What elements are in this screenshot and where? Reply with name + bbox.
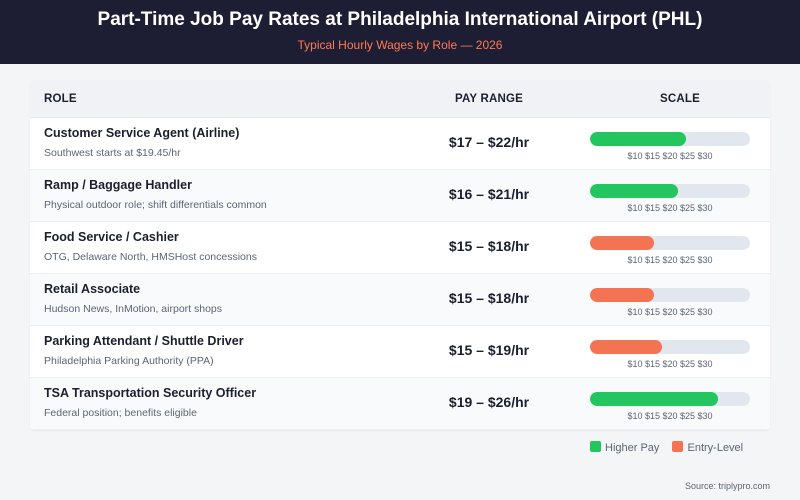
legend: Higher Pay Entry-Level	[590, 441, 753, 454]
scale-bar-track	[590, 184, 750, 198]
scale-bar-fill	[590, 184, 678, 198]
scale-bar-fill	[590, 236, 654, 250]
pay-range: $15 – $19/hr	[448, 342, 530, 358]
scale-bar-track	[590, 132, 750, 146]
legend-label-entry-level: Entry-Level	[687, 442, 744, 454]
legend-item-higher-pay: Higher Pay	[590, 441, 659, 454]
role-note: OTG, Delaware North, HMSHost concessions	[44, 251, 257, 263]
pay-range: $15 – $18/hr	[448, 290, 530, 306]
role-name: TSA Transportation Security Officer	[44, 386, 257, 400]
scale-tick-labels: $10 $15 $20 $25 $30	[627, 307, 713, 317]
scale-bar-track	[590, 392, 750, 406]
table-row: Food Service / Cashier OTG, Delaware Nor…	[30, 222, 770, 274]
table-header: ROLE PAY RANGE SCALE	[30, 80, 770, 118]
role-name: Food Service / Cashier	[44, 230, 179, 244]
page-subtitle: Typical Hourly Wages by Role — 2026	[297, 38, 503, 52]
scale-tick-labels: $10 $15 $20 $25 $30	[627, 411, 713, 421]
role-name: Retail Associate	[44, 282, 141, 296]
scale-bar-fill	[590, 340, 662, 354]
source-credit: Source: triplypro.com	[684, 481, 770, 491]
scale-bar-fill	[590, 288, 654, 302]
page-title: Part-Time Job Pay Rates at Philadelphia …	[97, 9, 703, 30]
legend-item-entry-level: Entry-Level	[672, 441, 743, 454]
legend-swatch-entry-level	[672, 441, 684, 452]
role-note: Philadelphia Parking Authority (PPA)	[44, 355, 214, 367]
pay-range: $15 – $18/hr	[448, 238, 530, 254]
table-row: TSA Transportation Security Officer Fede…	[30, 378, 770, 430]
scale-bar-fill	[590, 392, 718, 406]
header: Part-Time Job Pay Rates at Philadelphia …	[0, 0, 800, 64]
table-row: Ramp / Baggage Handler Physical outdoor …	[30, 170, 770, 222]
column-header-pay-range: PAY RANGE	[454, 93, 524, 105]
role-note: Hudson News, InMotion, airport shops	[44, 303, 223, 315]
scale-tick-labels: $10 $15 $20 $25 $30	[627, 203, 713, 213]
scale-bar-track	[590, 236, 750, 250]
role-note: Physical outdoor role; shift differentia…	[44, 199, 267, 211]
column-header-scale: SCALE	[660, 93, 700, 105]
role-note: Federal position; benefits eligible	[44, 407, 197, 419]
role-name: Ramp / Baggage Handler	[44, 178, 192, 192]
pay-range: $16 – $21/hr	[448, 186, 530, 202]
scale-tick-labels: $10 $15 $20 $25 $30	[627, 151, 713, 161]
table-row: Retail Associate Hudson News, InMotion, …	[30, 274, 770, 326]
pay-range: $17 – $22/hr	[448, 134, 530, 150]
table-row: Customer Service Agent (Airline) Southwe…	[30, 118, 770, 170]
scale-bar-fill	[590, 132, 686, 146]
legend-swatch-higher-pay	[590, 441, 601, 452]
scale-tick-labels: $10 $15 $20 $25 $30	[627, 255, 713, 265]
scale-tick-labels: $10 $15 $20 $25 $30	[627, 359, 713, 369]
scale-bar-track	[590, 288, 750, 302]
role-name: Parking Attendant / Shuttle Driver	[44, 334, 244, 348]
pay-table: ROLE PAY RANGE SCALE Customer Service Ag…	[30, 80, 770, 430]
role-name: Customer Service Agent (Airline)	[44, 126, 240, 140]
table-row: Parking Attendant / Shuttle Driver Phila…	[30, 326, 770, 378]
scale-bar-track	[590, 340, 750, 354]
legend-label-higher-pay: Higher Pay	[605, 442, 660, 454]
column-header-role: ROLE	[44, 93, 77, 105]
pay-range: $19 – $26/hr	[448, 394, 530, 410]
role-note: Southwest starts at $19.45/hr	[44, 147, 181, 159]
